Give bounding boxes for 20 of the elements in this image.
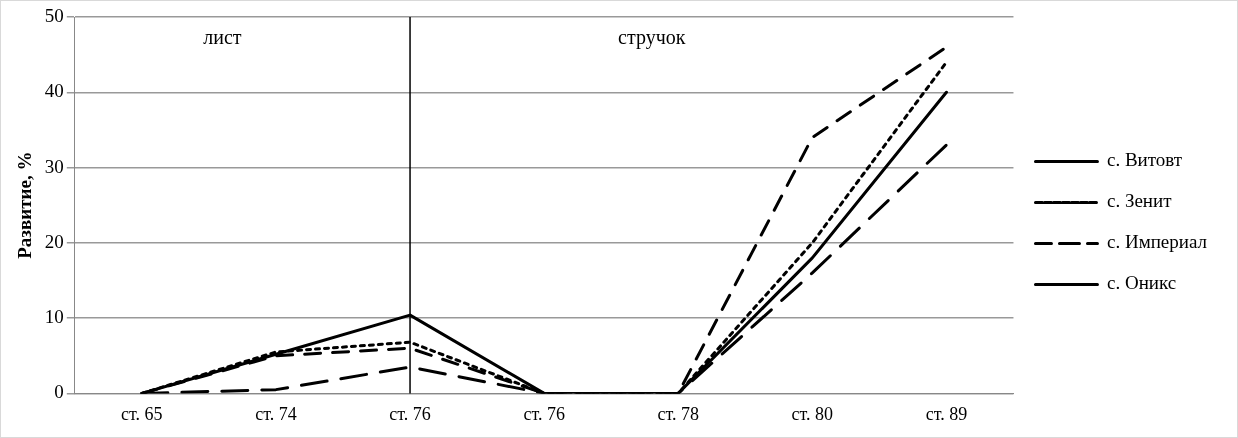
legend-label: с. Империал (1106, 231, 1208, 253)
legend-label: с. Зенит (1106, 190, 1173, 212)
annotation: стручок (618, 26, 686, 50)
y-tick-label: 20 (44, 230, 64, 252)
x-tick-label: ст. 76 (523, 403, 565, 424)
y-tick-label: 30 (44, 155, 64, 177)
annotation: лист (203, 26, 242, 49)
y-tick-label: 40 (44, 80, 64, 102)
y-axis-title: Развитие, % (14, 151, 36, 259)
x-tick-label: ст. 74 (255, 403, 297, 424)
x-tick-label: ст. 76 (389, 403, 431, 424)
x-tick-label: ст. 78 (657, 403, 699, 424)
legend-label: с. Оникс (1106, 272, 1177, 294)
x-tick-label: ст. 89 (925, 403, 968, 424)
legend-label: с. Витовт (1106, 149, 1183, 171)
y-tick-label: 0 (54, 381, 64, 403)
y-tick-label: 10 (44, 306, 64, 328)
y-tick-label: 50 (44, 4, 64, 26)
x-tick-label: ст. 80 (791, 403, 834, 424)
x-tick-label: ст. 65 (121, 403, 163, 424)
